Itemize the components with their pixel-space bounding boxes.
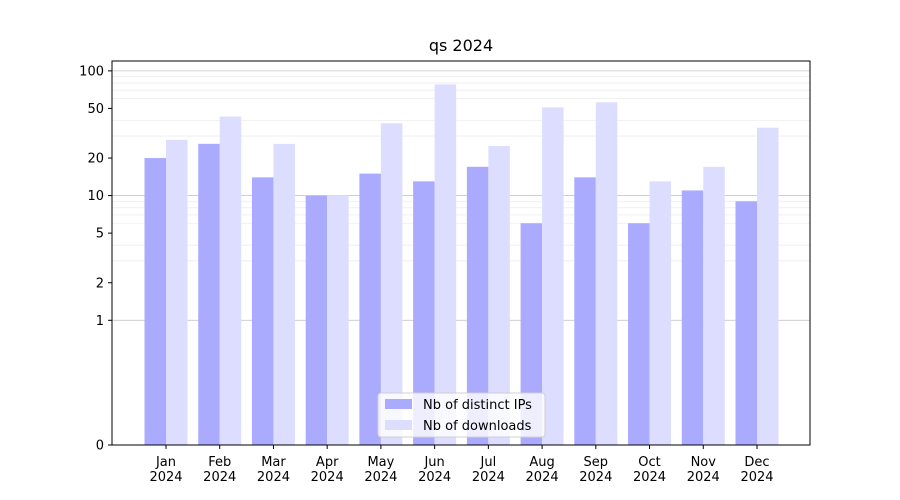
bar-distinct-ips [520, 223, 543, 445]
bar-downloads [380, 123, 403, 446]
bar-distinct-ips [413, 181, 435, 445]
x-tick-label: Dec 2024 [740, 455, 773, 485]
bar-downloads [327, 195, 349, 445]
x-tick-label: Jan 2024 [149, 455, 182, 485]
y-tick-label: 10 [87, 189, 104, 204]
y-tick-label: 5 [96, 227, 104, 242]
legend-box [377, 392, 546, 438]
bar-downloads [166, 139, 188, 445]
x-tick-label: Mar 2024 [257, 455, 290, 485]
y-tick-label: 1 [96, 314, 104, 329]
y-tick-label: 0 [96, 439, 104, 454]
x-tick-label: Oct 2024 [633, 455, 666, 485]
x-tick-label: Aug 2024 [526, 455, 559, 485]
chart-title: qs 2024 [429, 36, 493, 55]
y-tick-label: 20 [87, 152, 104, 167]
plot-frame [111, 60, 811, 446]
bar-distinct-ips [574, 177, 596, 445]
bar-distinct-ips [144, 158, 166, 445]
bar-downloads [542, 107, 564, 445]
bar-downloads [273, 143, 295, 446]
bar-downloads [434, 84, 457, 445]
x-tick-label: Apr 2024 [311, 455, 344, 485]
bar-distinct-ips [466, 166, 489, 445]
x-tick-label: Sep 2024 [579, 455, 612, 485]
x-tick-label: May 2024 [364, 455, 397, 485]
bar-distinct-ips [681, 190, 704, 445]
x-tick-label: Jun 2024 [418, 455, 451, 485]
x-tick-label: Feb 2024 [203, 455, 236, 485]
bar-downloads [757, 127, 779, 445]
bar-distinct-ips [305, 195, 328, 445]
x-tick-label: Nov 2024 [687, 455, 720, 485]
legend-label: Nb of distinct IPs [423, 398, 532, 413]
bar-distinct-ips [628, 223, 650, 445]
bars [144, 84, 779, 446]
axes: 0 1 2 5 10 20 50 100 Jan 2024 Feb 2024 Mar 2024 Apr 202… [79, 60, 811, 485]
legend-swatch [385, 399, 412, 409]
bar-distinct-ips [198, 143, 220, 446]
bar-downloads [595, 102, 618, 446]
bar-downloads [219, 116, 242, 445]
legend-swatch [385, 420, 412, 430]
bar-downloads [488, 145, 510, 446]
bar-downloads [649, 181, 672, 445]
bar-distinct-ips [251, 177, 274, 445]
y-tick-label: 50 [87, 102, 104, 117]
legend: Nb of distinct IPs Nb of downloads [377, 392, 546, 438]
bar-downloads [703, 166, 725, 445]
x-tick-label: Jul 2024 [472, 455, 505, 485]
y-tick-label: 100 [79, 64, 104, 79]
bar-distinct-ips [735, 201, 757, 445]
y-tick-label: 2 [96, 276, 104, 291]
bar-distinct-ips [359, 173, 381, 445]
legend-label: Nb of downloads [423, 419, 532, 434]
